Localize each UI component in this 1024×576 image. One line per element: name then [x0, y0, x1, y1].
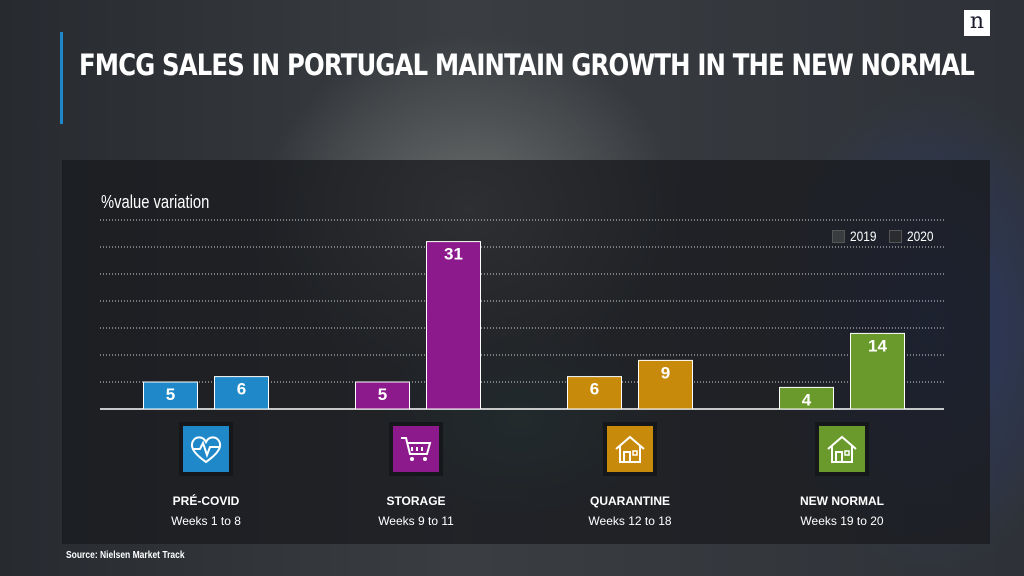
category-label: NEW NORMAL	[800, 494, 884, 508]
category-pre-covid: PRÉ-COVID Weeks 1 to 8	[126, 422, 286, 528]
data-label-2019-1: 5	[378, 385, 387, 404]
category-label: STORAGE	[386, 494, 446, 508]
data-label-2019-0: 5	[166, 385, 175, 404]
category-new-normal: NEW NORMAL Weeks 19 to 20	[762, 422, 922, 528]
category-weeks: Weeks 1 to 8	[171, 514, 241, 528]
legend-swatch-2020	[889, 229, 903, 243]
title-accent-bar	[60, 32, 63, 124]
legend-item-2019: 2019	[832, 228, 881, 244]
data-label-2020-0: 6	[237, 380, 246, 399]
bar-2019-0	[143, 381, 198, 410]
bar-2020-3	[850, 332, 905, 410]
data-label-2020-3: 14	[868, 336, 887, 355]
house-icon	[815, 422, 869, 476]
legend-swatch-2019	[832, 229, 845, 243]
bar-2019-3	[779, 386, 834, 410]
page-title: FMCG SALES IN PORTUGAL MAINTAIN GROWTH I…	[79, 48, 975, 82]
category-label: QUARANTINE	[590, 494, 670, 508]
category-storage: STORAGE Weeks 9 to 11	[336, 422, 496, 528]
bar-2020-2	[638, 359, 693, 410]
shopping-cart-icon	[389, 422, 443, 476]
chart-legend: 2019 2020	[832, 227, 946, 245]
legend-item-2020: 2020	[889, 228, 938, 244]
data-label-2019-2: 6	[590, 380, 599, 399]
data-label-2019-3: 4	[802, 390, 812, 409]
house-icon	[603, 422, 657, 476]
bar-2020-1	[426, 241, 481, 410]
chart-panel	[62, 160, 990, 544]
category-label: PRÉ-COVID	[172, 494, 240, 508]
bar-2020-0	[214, 376, 269, 410]
legend-label-2019: 2019	[850, 228, 877, 244]
category-quarantine: QUARANTINE Weeks 12 to 18	[550, 422, 710, 528]
legend-label-2020: 2020	[907, 228, 934, 244]
category-weeks: Weeks 19 to 20	[800, 514, 884, 528]
bar-2019-1	[355, 381, 410, 410]
y-axis-label: %value variation	[101, 192, 210, 212]
data-label-2020-1: 31	[444, 245, 463, 264]
data-label-2020-2: 9	[661, 363, 670, 382]
heart-pulse-icon	[179, 422, 233, 476]
nielsen-logo: n	[964, 10, 990, 36]
category-weeks: Weeks 9 to 11	[378, 514, 454, 528]
bar-2019-2	[567, 376, 622, 410]
source-note: Source: Nielsen Market Track	[66, 550, 185, 561]
category-weeks: Weeks 12 to 18	[588, 514, 672, 528]
